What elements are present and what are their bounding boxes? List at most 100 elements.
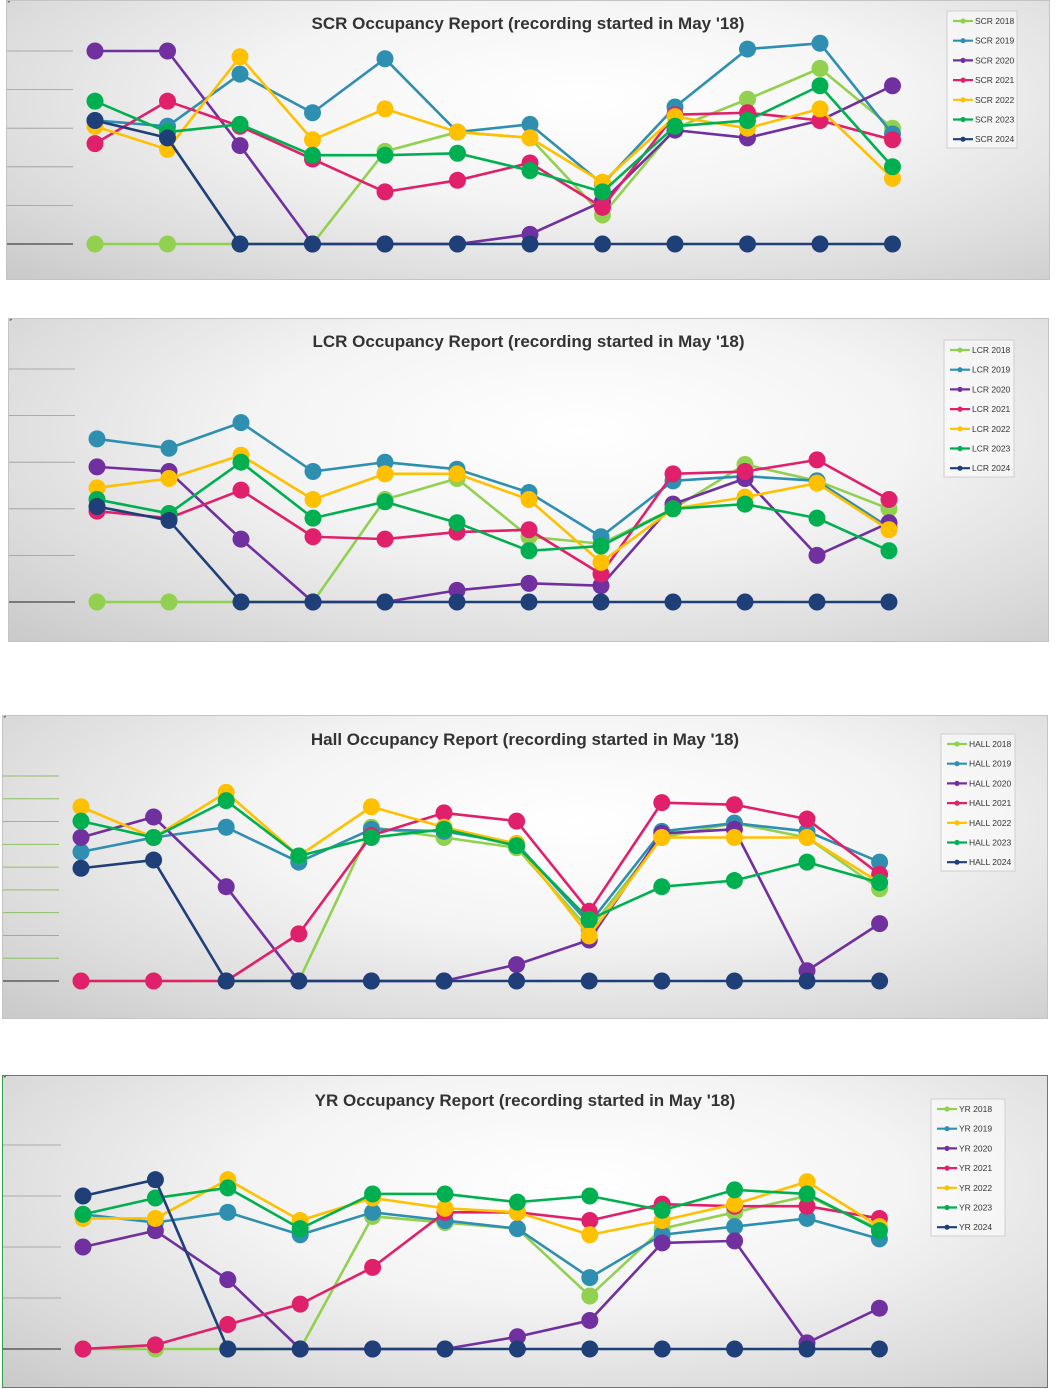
hall-y-axis-label: Occupancy in hours (3, 716, 42, 718)
lcr-series-line-lcr-2022 (96, 453, 890, 564)
yr-data-point (436, 1185, 454, 1203)
scr-data-point (739, 235, 756, 253)
lcr-data-point (736, 495, 754, 513)
scr-series-line-scr-2024 (94, 119, 893, 246)
yr-data-point (870, 1222, 888, 1240)
yr-legend-label: YR 2023 (959, 1203, 992, 1213)
lcr-series-line-lcr-2019 (96, 421, 890, 539)
lcr-data-point (520, 593, 538, 611)
lcr-data-point (232, 481, 250, 499)
lcr-data-point (592, 537, 610, 555)
hall-data-point (871, 874, 889, 892)
lcr-data-point (592, 593, 610, 611)
scr-data-point (449, 123, 466, 141)
hall-legend-marker (954, 839, 960, 846)
hall-data-point (798, 829, 816, 846)
scr-data-point (86, 135, 104, 153)
lcr-x-tick-label: FEB (161, 319, 177, 321)
lcr-data-point (520, 574, 538, 592)
hall-x-tick-label: MAY (363, 716, 380, 718)
scr-x-tick-label: MAY (377, 1, 394, 3)
scr-legend-label: SCR 2023 (975, 115, 1014, 125)
lcr-data-point (880, 542, 898, 560)
scr-data-point (811, 34, 829, 52)
yr-data-point (798, 1197, 816, 1215)
lcr-chart-title: LCR Occupancy Report (recording started … (313, 332, 745, 351)
scr-legend-marker (960, 136, 966, 142)
lcr-data-point (664, 593, 682, 611)
hall-data-point (508, 972, 526, 990)
lcr-data-point (88, 479, 106, 497)
hall-x-tick-label: DECEMBER (857, 716, 903, 718)
hall-legend-label: HALL 2023 (969, 838, 1011, 848)
hall-data-point (362, 829, 380, 846)
yr-x-tick-label: JULY (508, 1076, 528, 1078)
lcr-data-point (448, 465, 466, 483)
lcr-legend-label: LCR 2022 (972, 424, 1011, 434)
lcr-data-point (376, 530, 394, 548)
yr-data-point (653, 1234, 671, 1252)
scr-x-tick-label: JUNE (447, 1, 468, 3)
lcr-legend-marker (957, 367, 963, 373)
yr-data-point (581, 1226, 599, 1244)
lcr-x-tick-label: MAY (377, 319, 394, 321)
yr-data-point (798, 1185, 816, 1203)
yr-x-tick-label: JUNE (435, 1076, 456, 1078)
yr-data-point (219, 1179, 237, 1197)
scr-data-point (376, 100, 394, 118)
scr-data-point (884, 158, 901, 176)
lcr-data-point (304, 463, 322, 481)
lcr-data-point (808, 546, 826, 564)
lcr-legend-label: LCR 2019 (972, 365, 1011, 375)
scr-data-point (304, 146, 321, 164)
scr-data-point (231, 48, 249, 66)
scr-data-point (884, 235, 901, 253)
scr-legend-label: SCR 2021 (975, 75, 1014, 85)
yr-data-point (508, 1340, 526, 1358)
lcr-legend-label: LCR 2021 (972, 404, 1011, 414)
scr-data-point (159, 129, 176, 147)
scr-data-point (521, 235, 539, 253)
lcr-legend-marker (957, 445, 963, 452)
scr-x-tick-label: APRIL (301, 1, 325, 3)
scr-legend-label: SCR 2022 (975, 95, 1014, 105)
scr-chart-title: SCR Occupancy Report (recording started … (312, 14, 745, 33)
lcr-data-point (592, 577, 610, 595)
lcr-series-line-lcr-2021 (96, 458, 890, 576)
yr-x-tick-label: MAY (364, 1076, 381, 1078)
yr-data-point (74, 1205, 92, 1223)
yr-x-tick-label: AUGUST (573, 1076, 606, 1078)
yr-x-tick-label: APRIL (289, 1076, 313, 1078)
hall-legend-marker (954, 859, 960, 865)
scr-data-point (884, 131, 901, 149)
scr-x-tick-label: AUGUST (586, 1, 619, 3)
yr-legend-label: YR 2021 (959, 1163, 992, 1173)
hall-data-point (725, 829, 743, 846)
lcr-data-point (520, 542, 538, 560)
hall-data-point (290, 847, 308, 865)
scr-data-point (86, 111, 104, 129)
hall-data-point (798, 810, 816, 828)
lcr-data-point (808, 593, 826, 611)
yr-data-point (219, 1316, 237, 1334)
hall-legend-label: HALL 2018 (969, 739, 1011, 749)
lcr-x-tick-label: SEPTEMBER (648, 319, 698, 321)
hall-data-point (72, 972, 90, 990)
yr-data-point (581, 1211, 599, 1229)
yr-chart-title: YR Occupancy Report (recording started i… (315, 1091, 736, 1110)
lcr-data-point (160, 470, 178, 488)
scr-legend-marker (960, 38, 966, 44)
hall-x-tick-label: JAN (73, 716, 88, 718)
lcr-legend-label: LCR 2020 (972, 384, 1011, 394)
hall-data-point (145, 808, 163, 826)
hall-data-point (653, 972, 671, 990)
hall-data-point (508, 956, 526, 974)
hall-data-point (798, 972, 816, 990)
yr-data-point (653, 1340, 671, 1358)
hall-legend-marker (954, 800, 960, 806)
lcr-series-line-lcr-2023 (96, 460, 890, 553)
yr-data-point (291, 1220, 309, 1238)
lcr-data-point (304, 509, 322, 527)
hall-data-point (72, 812, 90, 830)
yr-legend-marker (944, 1224, 950, 1230)
